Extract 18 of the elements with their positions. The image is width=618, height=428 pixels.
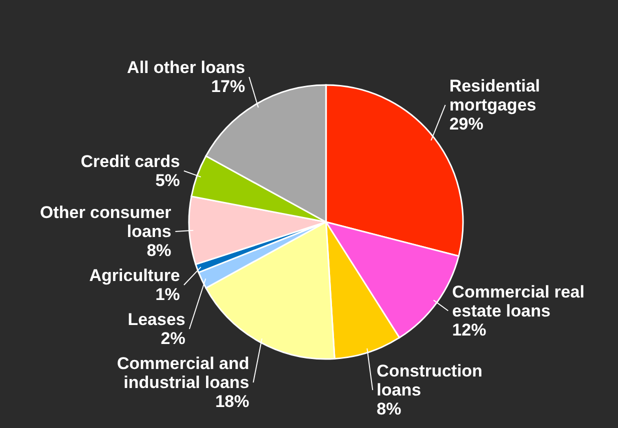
data-label: 5% — [155, 170, 180, 190]
data-label: 8% — [376, 400, 402, 419]
slice-label: Commercial and industrial loans — [116, 354, 250, 392]
data-label: 1% — [155, 284, 180, 304]
data-label: 18% — [215, 392, 250, 411]
data-label: 17% — [211, 77, 246, 96]
slice-label: Other consumer loans — [40, 202, 172, 241]
slice-label: Construction loans — [376, 362, 482, 400]
data-label: 8% — [146, 240, 172, 260]
slice-label: All other loans — [127, 58, 246, 78]
slice-label: Agriculture — [89, 266, 180, 285]
slice-label: Commercial real estate loans — [452, 282, 584, 320]
slice-label: Residential mortgages — [449, 76, 540, 114]
slice-label: Leases — [128, 310, 186, 329]
data-label: 2% — [160, 328, 186, 348]
data-label: 12% — [452, 320, 486, 340]
data-label: 29% — [449, 114, 484, 134]
slice-label: Credit cards — [80, 152, 180, 171]
